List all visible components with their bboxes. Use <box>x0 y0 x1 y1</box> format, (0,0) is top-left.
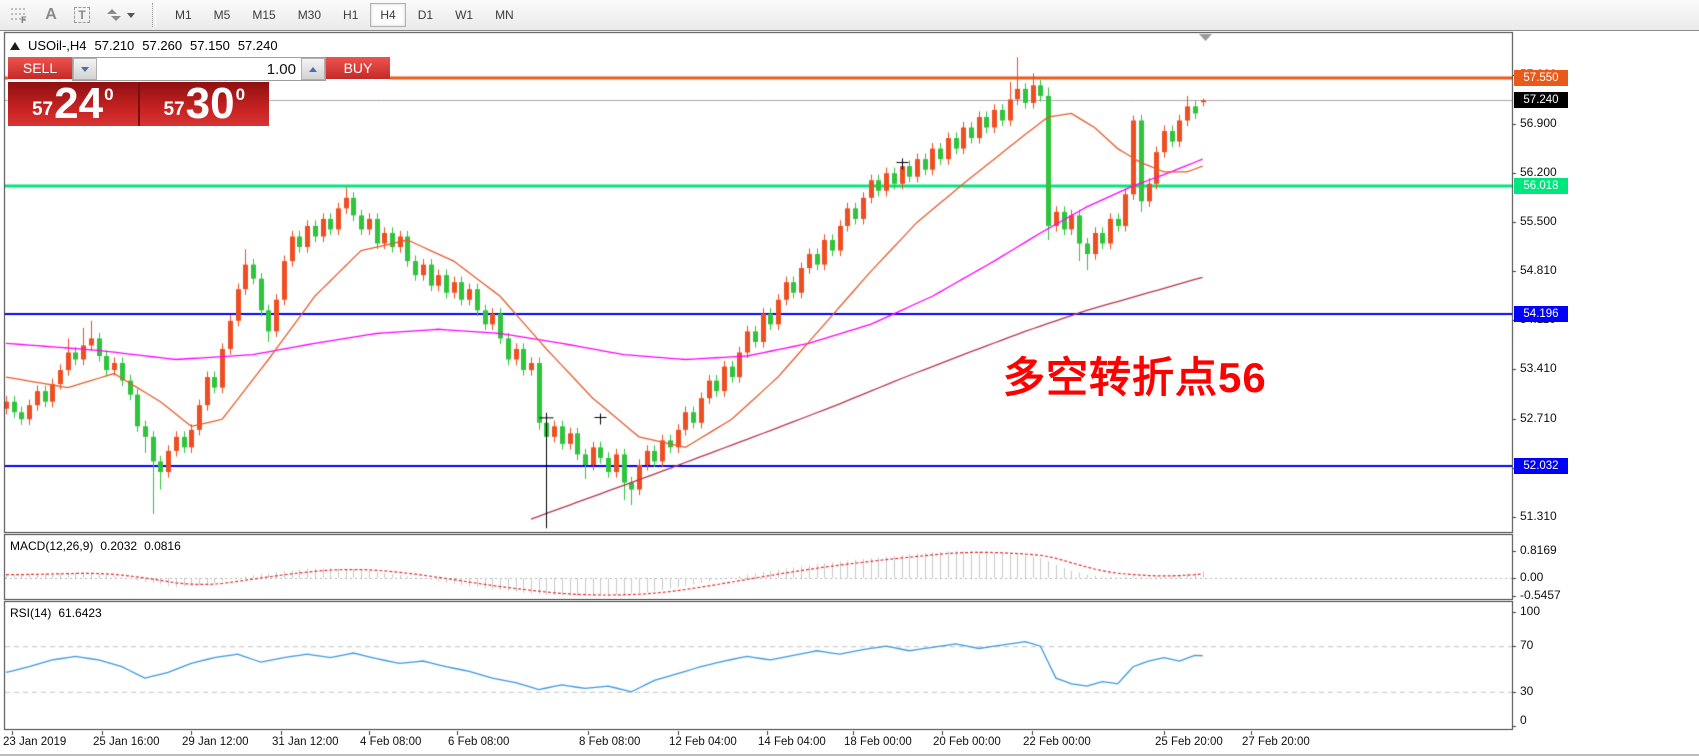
symbol-collapse-icon[interactable] <box>10 41 20 50</box>
tab-timeframe-w1[interactable]: W1 <box>455 8 474 22</box>
tab-timeframe-m5[interactable]: M5 <box>213 8 231 22</box>
tab-timeframe-d1[interactable]: D1 <box>417 8 434 22</box>
volume-input[interactable] <box>97 58 301 80</box>
ohlc-close: 57.240 <box>237 38 278 53</box>
tab-timeframe-m30[interactable]: M30 <box>297 8 322 22</box>
chart-text-annotation[interactable]: 多空转折点56 <box>1003 354 1267 401</box>
trade-row: SELL BUY <box>8 57 390 81</box>
fibo-grid-glyph: F <box>11 8 27 24</box>
chevron-down-icon <box>126 12 135 22</box>
chart-title: USOil-,H4 57.210 57.260 57.150 57.240 <box>10 38 278 53</box>
buy-button[interactable]: BUY <box>326 57 390 81</box>
svg-text:F: F <box>21 15 27 24</box>
fibo-grid-icon[interactable]: F <box>6 3 34 28</box>
arrow-style-icon[interactable] <box>99 3 139 28</box>
volume-decrease-button[interactable] <box>73 58 97 80</box>
arrows-glyph <box>106 9 121 21</box>
sell-button[interactable]: SELL <box>8 57 72 81</box>
tab-timeframe-mn[interactable]: MN <box>495 8 514 22</box>
one-click-trading-panel: SELL BUY 57 24 0 57 30 0 <box>8 57 390 126</box>
symbol-name: USOil-,H4 <box>28 38 87 53</box>
bid-price-major: 57 <box>31 99 54 120</box>
ask-price-major: 57 <box>163 99 185 120</box>
macd-panel-title: MACD(12,26,9) 0.2032 0.0816 <box>10 539 181 553</box>
window-bottom-edge <box>0 754 1699 756</box>
ask-price-point: 0 <box>235 85 246 104</box>
ohlc-high: 57.260 <box>142 38 183 53</box>
ohlc-low: 57.150 <box>190 38 230 53</box>
tab-timeframe-h4[interactable]: H4 <box>370 3 406 27</box>
tab-timeframe-h1[interactable]: H1 <box>343 8 359 22</box>
bid-price-pips: 24 <box>54 79 104 128</box>
macd-signal-value: 0.0816 <box>144 539 181 553</box>
bid-price-point: 0 <box>104 85 114 104</box>
rsi-label: RSI(14) <box>10 606 52 620</box>
top-toolbar: F A T M1 M5 M15 M30 H1 H4 D1 W1 MN <box>0 0 1699 31</box>
volume-increase-button[interactable] <box>301 58 325 80</box>
ask-price-pips: 30 <box>185 79 235 128</box>
ohlc-open: 57.210 <box>94 38 135 53</box>
bid-price-tile[interactable]: 57 24 0 <box>8 82 138 126</box>
volume-stepper <box>72 57 326 81</box>
spinner-down-icon <box>81 66 89 76</box>
toolbar-separator <box>152 3 156 27</box>
tab-timeframe-m15[interactable]: M15 <box>252 8 276 22</box>
tab-timeframe-m1[interactable]: M1 <box>175 8 192 22</box>
rsi-panel-title: RSI(14) 61.6423 <box>10 606 102 620</box>
text-box-icon[interactable]: T <box>68 3 96 28</box>
text-label-icon[interactable]: A <box>45 6 57 23</box>
price-tiles: 57 24 0 57 30 0 <box>8 82 269 126</box>
spinner-up-icon <box>309 63 317 72</box>
ask-price-tile[interactable]: 57 30 0 <box>139 79 269 128</box>
macd-value: 0.2032 <box>100 539 138 553</box>
rsi-value: 61.6423 <box>58 606 102 620</box>
macd-label: MACD(12,26,9) <box>10 539 94 553</box>
